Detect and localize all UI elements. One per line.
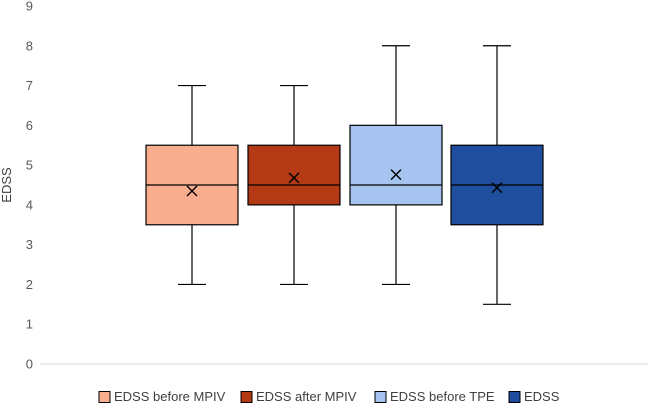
legend-swatch (374, 391, 387, 403)
box-4 (450, 45, 544, 305)
y-tick-label-8: 8 (26, 38, 33, 53)
y-tick-label-9: 9 (26, 0, 33, 14)
legend-swatch (240, 391, 253, 403)
box-2 (247, 84, 341, 286)
iqr-box (247, 144, 341, 206)
mean-marker-stroke-2 (288, 172, 300, 184)
y-tick-label-6: 6 (26, 118, 33, 133)
legend-item-1: EDSS before MPIV (98, 389, 226, 404)
legend-label: EDSS before TPE (390, 389, 495, 404)
mean-marker (186, 185, 198, 197)
box-series-group (145, 45, 544, 305)
legend-swatch (508, 391, 521, 403)
legend-swatch (98, 391, 111, 403)
legend: EDSS before MPIV EDSS after MPIV EDSS befo… (98, 389, 560, 404)
mean-marker-stroke-2 (491, 182, 503, 194)
y-axis-title: EDSS (0, 167, 14, 203)
y-tick-label-5: 5 (26, 158, 33, 173)
y-axis: 0 1 2 3 4 5 6 7 8 9 (26, 0, 648, 372)
mean-marker-stroke-2 (186, 185, 198, 197)
y-tick-label-4: 4 (26, 197, 33, 212)
y-tick-label-0: 0 (26, 357, 33, 372)
y-tick-label-1: 1 (26, 317, 33, 332)
legend-item-4: EDSS (508, 389, 560, 404)
legend-item-2: EDSS after MPIV (240, 389, 357, 404)
legend-item-3: EDSS before TPE (374, 389, 495, 404)
mean-marker-stroke-2 (390, 169, 402, 181)
box-3 (349, 45, 443, 286)
mean-marker (390, 169, 402, 181)
legend-label: EDSS before MPIV (114, 389, 226, 404)
box-1 (145, 84, 239, 286)
y-tick-label-2: 2 (26, 277, 33, 292)
legend-label: EDSS after MPIV (256, 389, 357, 404)
iqr-box (349, 124, 443, 206)
legend-label: EDSS (524, 389, 560, 404)
mean-marker (288, 172, 300, 184)
mean-marker (491, 182, 503, 194)
y-tick-label-3: 3 (26, 237, 33, 252)
y-tick-label-7: 7 (26, 78, 33, 93)
